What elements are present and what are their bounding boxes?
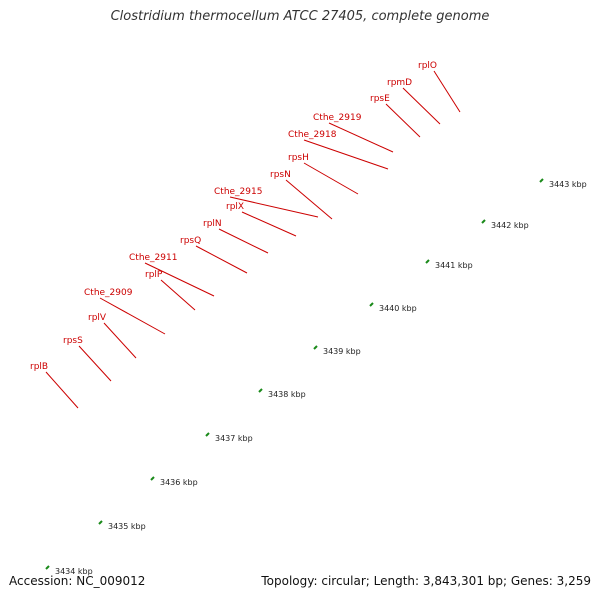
major-tick — [45, 565, 50, 570]
gene-label: rplO — [418, 61, 437, 71]
major-tick — [369, 302, 374, 307]
gene-label-connector — [45, 371, 79, 409]
gene-label: rpsS — [63, 336, 83, 346]
gene-label: Cthe_2915 — [214, 187, 262, 197]
major-tick — [425, 259, 430, 264]
gene-label-connector — [402, 87, 441, 125]
kbp-label: 3435 kbp — [108, 522, 146, 531]
topology-text: Topology: circular; Length: 3,843,301 bp… — [261, 574, 591, 588]
gene-label: rplX — [226, 202, 244, 212]
major-tick — [539, 178, 544, 183]
gene-label: rplB — [30, 362, 48, 372]
gene-label-connector — [144, 262, 215, 297]
major-tick — [98, 520, 103, 525]
gene-label: rpsN — [270, 170, 291, 180]
map-title: Clostridium thermocellum ATCC 27405, com… — [110, 9, 490, 24]
kbp-label-layer: 3434 kbp 3435 kbp 3436 kbp 3437 kbp 3438 kbp… — [55, 180, 587, 576]
gene-label: Cthe_2919 — [313, 113, 362, 123]
kbp-label: 3441 kbp — [435, 261, 473, 270]
gene-label: rplP — [145, 270, 163, 280]
kbp-label: 3437 kbp — [215, 434, 253, 443]
gene-label: Cthe_2909 — [84, 288, 133, 298]
major-tick — [313, 345, 318, 350]
gene-label-connector — [241, 211, 297, 237]
major-tick — [205, 432, 210, 437]
gene-label: rpmD — [387, 78, 412, 88]
gene-label: rpsQ — [180, 236, 201, 246]
kbp-label: 3443 kbp — [549, 180, 587, 189]
gene-label-connector — [160, 279, 196, 311]
gene-label: rpsH — [288, 153, 309, 163]
gene-label: rplN — [203, 219, 222, 229]
gene-label-connector — [78, 345, 112, 382]
kbp-label: 3438 kbp — [268, 390, 306, 399]
kbp-label: 3440 kbp — [379, 304, 417, 313]
major-tick — [481, 219, 486, 224]
kbp-label: 3434 kbp — [55, 567, 93, 576]
major-tick — [150, 476, 155, 481]
gene-label-connector — [218, 228, 269, 254]
gene-label-connector — [303, 162, 359, 195]
gene-label: Cthe_2918 — [288, 130, 337, 140]
tick-layer — [45, 178, 544, 570]
gene-label-connector — [99, 297, 166, 335]
kbp-label: 3442 kbp — [491, 221, 529, 230]
gene-label-connector — [328, 122, 394, 153]
gene-label-connector — [195, 245, 248, 274]
gene-label-connector — [433, 70, 461, 113]
gene-label-connector — [285, 179, 333, 220]
kbp-label: 3436 kbp — [160, 478, 198, 487]
gene-label: Cthe_2911 — [129, 253, 177, 263]
gene-label-layer: rplBrpsSrplVCthe_2909rplPCthe_2911rpsQrp… — [30, 61, 461, 409]
gene-label-connector — [303, 139, 389, 170]
gene-label: rpsE — [370, 94, 390, 104]
accession-text: Accession: NC_009012 — [9, 574, 146, 588]
gene-label: rplV — [88, 313, 107, 323]
kbp-label: 3439 kbp — [323, 347, 361, 356]
gene-label-connector — [385, 103, 421, 138]
gene-label-connector — [229, 196, 319, 218]
gene-label-connector — [103, 322, 137, 359]
major-tick — [258, 388, 263, 393]
